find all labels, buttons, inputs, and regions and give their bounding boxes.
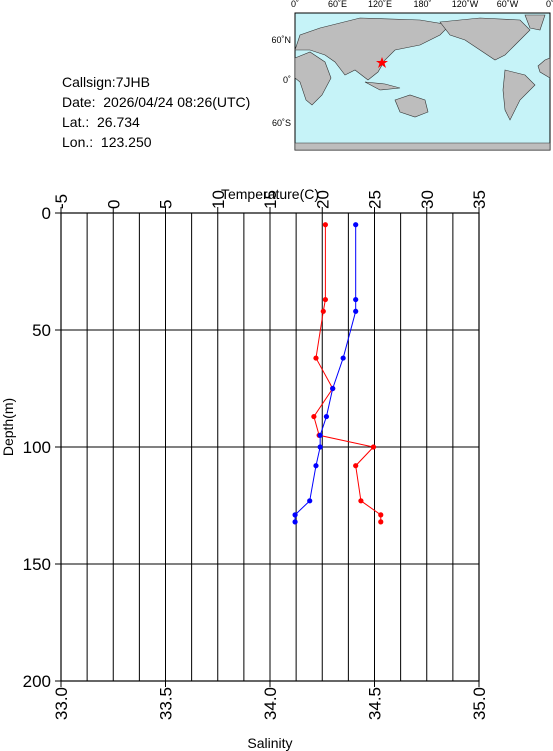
profile-point	[330, 385, 336, 392]
profile-line	[313, 224, 382, 522]
profile-point	[353, 463, 359, 469]
x-tick-label: 0	[104, 200, 123, 209]
map-lat-label: 0˚	[283, 75, 291, 85]
lon: Lon.: 123.250	[62, 134, 152, 150]
profile-point	[322, 296, 328, 303]
profile-point	[292, 512, 298, 518]
south-america	[502, 69, 536, 121]
profile-point	[370, 444, 377, 450]
profile-point	[353, 222, 359, 228]
map-lon-label: 60˚W	[497, 0, 519, 9]
australia	[394, 94, 429, 118]
antarctica	[294, 142, 551, 151]
profile-point	[353, 308, 359, 314]
x-tick-label: 5	[157, 200, 176, 209]
y-tick-label: 200	[23, 672, 51, 691]
map-lat-label: 60˚S	[272, 118, 291, 128]
date: Date: 2026/04/24 08:26(UTC)	[62, 94, 250, 110]
eurasia	[294, 17, 451, 81]
x-tick-label: 25	[366, 190, 385, 209]
x-tick-label: 35	[470, 190, 489, 209]
profile-point	[292, 519, 298, 525]
map-lon-label: 180˚	[413, 0, 431, 9]
profile-point	[358, 498, 364, 504]
map-lon-label: 60˚E	[328, 0, 347, 9]
map-lon-label: 120˚E	[368, 0, 392, 9]
x-tick-label: 10	[209, 190, 228, 209]
profile-point	[320, 308, 326, 314]
lat: Lat.: 26.734	[62, 114, 140, 130]
profile-point	[317, 444, 323, 450]
x-axis-title: Temperature(C)	[221, 186, 319, 202]
y-tick-label: 0	[42, 204, 51, 223]
profile-point	[378, 512, 384, 518]
map-lon-label: 120˚W	[452, 0, 479, 9]
y-tick-label: 50	[32, 321, 51, 340]
north-america	[439, 17, 531, 61]
x2-tick-label: 34.0	[261, 687, 280, 720]
profile-point	[307, 498, 313, 504]
x-tick-label: -5	[52, 194, 71, 209]
map-lon-label: 0˚	[291, 0, 299, 9]
profile-point	[322, 222, 328, 228]
profile-point	[323, 413, 330, 420]
callsign: Callsign:7JHB	[62, 74, 150, 90]
profile-point	[317, 432, 323, 438]
x-tick-label: 15	[261, 190, 280, 209]
y-tick-label: 150	[23, 555, 51, 574]
profile-point	[311, 413, 317, 420]
africa-west	[537, 57, 551, 79]
map	[294, 12, 551, 151]
x2-tick-label: 33.5	[157, 687, 176, 720]
x2-tick-label: 34.5	[366, 687, 385, 720]
x2-tick-label: 35.0	[470, 687, 489, 720]
x2-tick-label: 33.0	[52, 687, 71, 720]
greenland	[524, 14, 546, 31]
indonesia	[364, 81, 401, 91]
x-tick-label: 20	[313, 190, 332, 209]
x-tick-label: 30	[418, 190, 437, 209]
profile-point	[313, 463, 319, 469]
x2-axis-title: Salinity	[247, 735, 292, 751]
y-axis-title: Depth(m)	[0, 398, 16, 456]
profile-point	[313, 355, 319, 361]
map-lat-label: 60˚N	[271, 35, 291, 45]
position-marker	[376, 57, 388, 68]
profile-point	[353, 296, 359, 303]
africa	[294, 51, 332, 106]
profile-point	[340, 355, 346, 361]
map-lon-label: 0˚	[546, 0, 553, 9]
y-tick-label: 100	[23, 438, 51, 457]
profile-point	[378, 519, 384, 525]
